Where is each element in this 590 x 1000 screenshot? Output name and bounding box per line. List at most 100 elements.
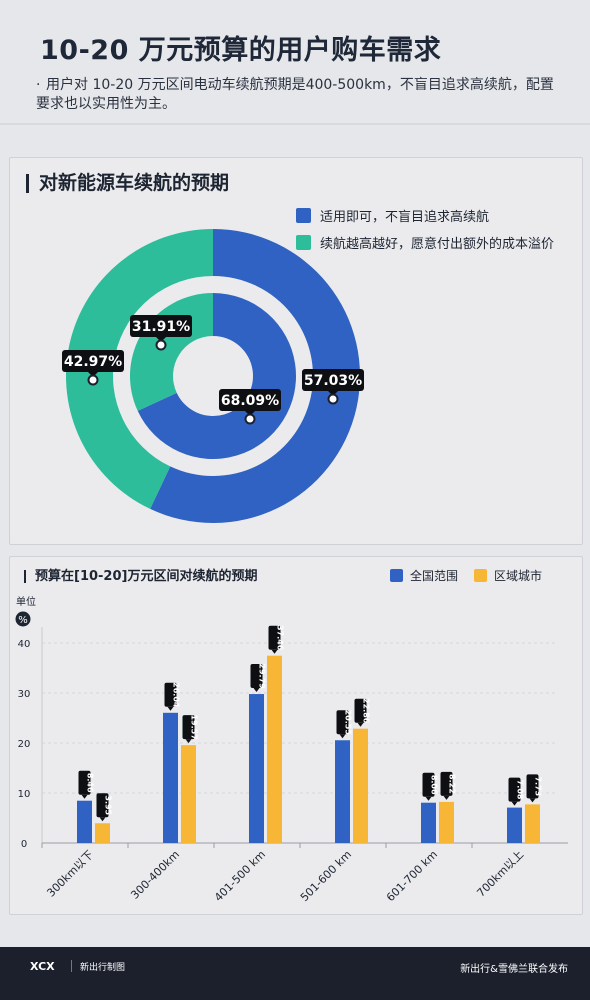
x-tick-label: 401-500 km <box>212 848 268 904</box>
bar-regional <box>267 655 282 843</box>
bar-national <box>421 802 436 843</box>
unit-label: 单位 <box>16 595 36 608</box>
value-tag-box <box>508 777 521 802</box>
value-tag-text: 8.46 <box>86 773 95 793</box>
bar-value-label: 19.57 <box>182 714 199 744</box>
x-tick-label: 601-700 km <box>384 848 440 904</box>
value-tag-text: 20.55 <box>344 710 353 736</box>
value-tag-box <box>526 774 539 799</box>
footer: XCX 新出行制图 新出行&雪佛兰联合发布 <box>0 947 590 1000</box>
donut-label-outer-2: 42.97% <box>62 350 124 386</box>
decorative-curve <box>0 123 590 125</box>
data-label-box <box>302 369 364 391</box>
legend-item-regional: 区域城市 <box>474 567 542 584</box>
value-tag-pointer <box>339 734 346 739</box>
bar-value-label: 7.08 <box>508 777 525 806</box>
footer-divider <box>71 960 72 972</box>
legend-item-1: 适用即可，不盲目追求高续航 <box>296 202 554 229</box>
value-tag-text: 26.04 <box>172 682 181 708</box>
bar-legend: 全国范围 区域城市 <box>390 567 558 584</box>
data-label-dot <box>244 413 256 425</box>
bar-panel: 预算在[10-20]万元区间对续航的预期 全国范围 区域城市 单位% 0 10 20 3… <box>9 556 583 915</box>
bar-value-label: 8.22 <box>440 771 457 800</box>
bar-regional <box>95 823 110 843</box>
x-tick-label: 300-400km <box>128 848 182 902</box>
value-tag-text: 22.86 <box>362 698 371 724</box>
bar-value-label: 26.04 <box>164 682 181 711</box>
bar-national <box>507 807 522 843</box>
value-tag-pointer <box>443 795 450 800</box>
donut-label-inner-1: 68.09% <box>219 389 281 425</box>
value-tag-pointer <box>167 706 174 711</box>
bar-national <box>335 740 350 843</box>
value-tag-text: 8.06 <box>430 775 439 795</box>
value-tag-box <box>96 793 109 818</box>
bar-title: 预算在[10-20]万元区间对续航的预期 <box>24 565 257 584</box>
value-tag-text: 7.08 <box>516 780 525 800</box>
page-title: 10-20 万元预算的用户购车需求 <box>40 35 442 66</box>
value-tag-text: 7.73 <box>534 776 543 796</box>
data-label-text: 57.03% <box>304 373 362 389</box>
value-tag-box <box>336 710 349 735</box>
subtitle-text: 用户对 10-20 万元区间电动车续航预期是400-500km，不盲目追求高续航… <box>36 77 554 112</box>
legend-label-2: 续航越高越好，愿意付出额外的成本溢价 <box>320 237 555 252</box>
value-tag-box <box>268 625 281 650</box>
footer-brand: 新出行制图 <box>80 963 126 973</box>
value-tag-pointer <box>185 739 192 744</box>
x-tick-label: 501-600 km <box>298 848 354 904</box>
legend-swatch-teal <box>296 235 311 250</box>
donut-label-inner-2: 31.91% <box>130 315 192 351</box>
bar-regional <box>353 728 368 843</box>
bar-value-label: 29.79 <box>250 663 267 693</box>
value-tag-text: 29.79 <box>258 663 267 689</box>
bar-value-label: 8.06 <box>422 772 439 801</box>
bar-value-label: 8.46 <box>78 770 95 799</box>
x-tick-label: 700km以上 <box>474 848 526 900</box>
page-subtitle: · 用户对 10-20 万元区间电动车续航预期是400-500km，不盲目追求高续… <box>36 77 554 112</box>
value-tag-text: 19.57 <box>190 714 199 739</box>
value-tag-box <box>182 715 195 740</box>
bar-value-label: 3.95 <box>96 793 113 822</box>
y-tick-label: 20 <box>18 739 31 750</box>
donut-panel: 对新能源车续航的预期 适用即可，不盲目追求高续航 续航越高越好，愿意付出额外的成… <box>9 157 583 545</box>
value-tag-pointer <box>99 817 106 822</box>
bar-chart: 单位% 0 10 20 30 40 8.46 3.95 300km以下 26.04 19.57 300… <box>15 595 568 904</box>
data-label-text: 31.91% <box>132 319 190 335</box>
legend-label-national: 全国范围 <box>410 569 459 583</box>
data-label-dot <box>327 393 339 405</box>
value-tag-pointer <box>271 649 278 654</box>
outer-ring-slice-1 <box>150 229 361 523</box>
legend-swatch-orange <box>474 569 488 582</box>
value-tag-box <box>78 770 91 795</box>
footer-logo: XCX <box>30 960 55 973</box>
unit-symbol: % <box>18 615 28 626</box>
bar-national <box>77 800 92 843</box>
bar-regional <box>525 804 540 843</box>
bar-regional <box>439 801 454 843</box>
data-label-box <box>62 350 124 372</box>
value-tag-box <box>440 771 453 796</box>
outer-ring-slice-2 <box>65 228 213 509</box>
donut-chart: 57.03% 42.97% 68.09% 31.91% <box>62 228 364 523</box>
data-label-box <box>130 315 192 337</box>
value-tag-text: 3.95 <box>104 795 113 815</box>
y-tick-label: 30 <box>18 689 31 700</box>
bar-value-label: 7.73 <box>526 774 543 803</box>
bar-regional <box>181 745 196 843</box>
value-tag-text: 8.22 <box>448 774 457 794</box>
y-tick-label: 0 <box>21 839 27 850</box>
y-tick-label: 10 <box>18 789 31 800</box>
legend-swatch-blue <box>296 208 311 223</box>
legend-swatch-blue <box>390 569 403 582</box>
value-tag-box <box>250 664 263 689</box>
bar-national <box>249 694 264 843</box>
legend-label-regional: 区域城市 <box>494 569 543 583</box>
value-tag-pointer <box>253 688 260 693</box>
value-tag-box <box>164 682 177 707</box>
inner-ring-slice-1 <box>137 293 296 459</box>
legend-item-2: 续航越高越好，愿意付出额外的成本溢价 <box>296 229 554 256</box>
bar-value-label: 22.86 <box>354 698 371 727</box>
y-tick-label: 40 <box>18 639 31 650</box>
unit-badge <box>15 611 31 627</box>
value-tag-box <box>354 698 367 723</box>
